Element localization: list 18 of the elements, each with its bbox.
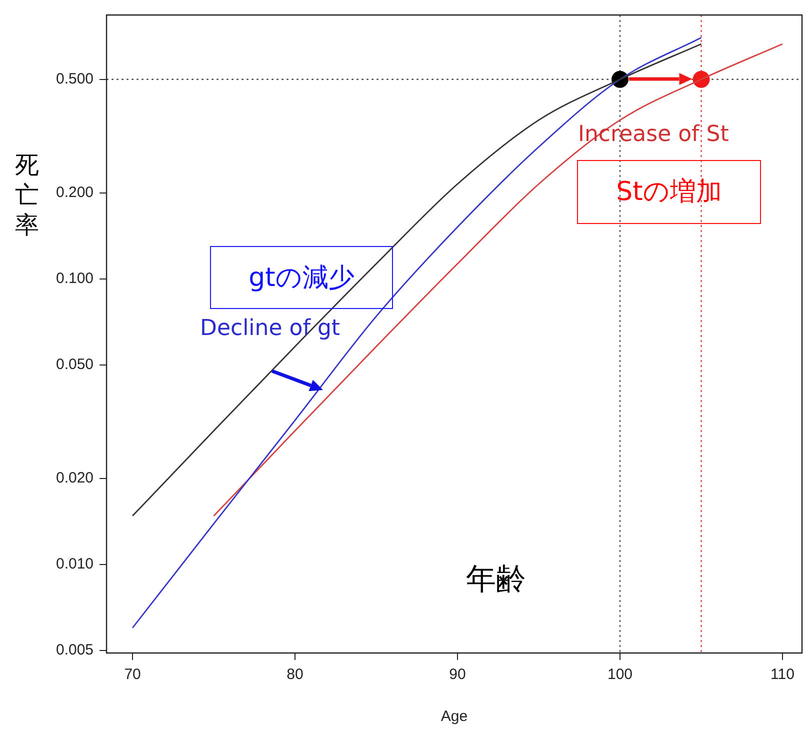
- x-tick-label: 100: [607, 666, 633, 684]
- annotation: gtの減少: [210, 246, 393, 309]
- x-tick-label: 90: [449, 666, 466, 684]
- y-axis-title: 死亡率: [14, 150, 40, 240]
- y-tick-label: 0.100: [56, 270, 94, 288]
- x-tick-label: 70: [124, 666, 141, 684]
- x-axis-title: Age: [440, 708, 468, 726]
- x-tick-label: 80: [286, 666, 304, 684]
- annotation: Stの増加: [577, 160, 761, 224]
- y-tick-label: 0.500: [56, 70, 94, 88]
- y-tick-label: 0.020: [56, 470, 94, 487]
- y-tick-label: 0.010: [56, 556, 94, 573]
- y-tick-label: 0.200: [56, 184, 94, 202]
- annotation: Decline of gt: [200, 316, 340, 341]
- annotation: 年齢: [466, 562, 526, 597]
- y-tick-label: 0.050: [56, 356, 94, 374]
- y-tick-label: 0.005: [56, 642, 94, 659]
- x-tick-label: 110: [770, 666, 794, 684]
